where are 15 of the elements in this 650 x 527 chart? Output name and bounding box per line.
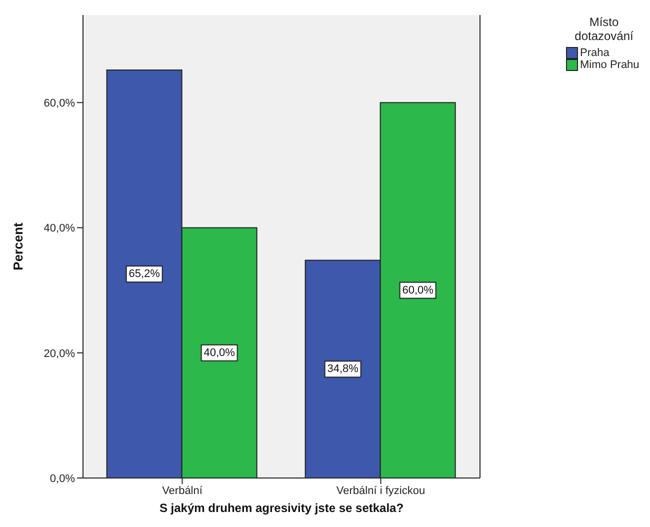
y-tick-label: 20,0%	[44, 348, 76, 360]
data-label: 40,0%	[204, 346, 236, 359]
data-label: 60,0%	[402, 284, 434, 296]
legend-title: Místo dotazování	[574, 15, 634, 43]
y-tick-label: 60,0%	[44, 98, 76, 110]
data-label: 34,8%	[327, 363, 359, 376]
legend-label: Mimo Prahu	[580, 59, 640, 71]
y-tick-label: 0,0%	[50, 472, 76, 485]
y-tick-label: 40,0%	[44, 222, 76, 235]
legend-label: Praha	[580, 47, 610, 59]
y-axis-title: Percent	[10, 222, 26, 270]
x-tick-label: Verbální	[162, 484, 204, 497]
x-tick-label: Verbální i fyzickou	[336, 484, 426, 497]
x-axis-title: S jakým druhem agresivity jste se setkala?	[159, 501, 404, 515]
data-label: 65,2%	[128, 268, 160, 280]
